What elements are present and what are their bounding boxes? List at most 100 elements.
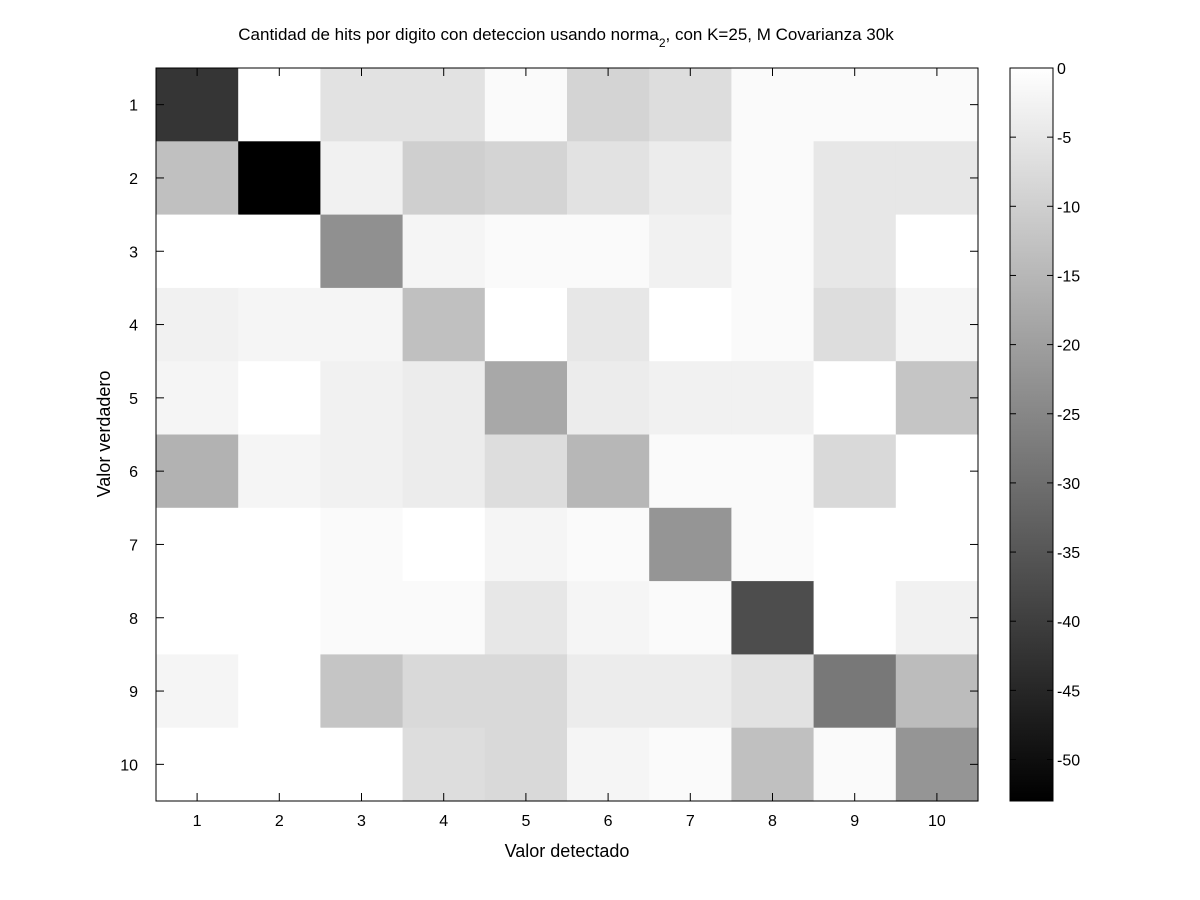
chart-title: Cantidad de hits por digito con deteccio… xyxy=(238,25,894,50)
heatmap-cell-r9-c1 xyxy=(156,654,239,729)
heatmap-cell-r2-c3 xyxy=(320,141,404,216)
heatmap-cell-r2-c1 xyxy=(156,141,239,216)
chart-title-subscript: 2 xyxy=(659,36,666,50)
heatmap-cell-r8-c8 xyxy=(731,581,815,655)
heatmap-cell-r10-c9 xyxy=(813,727,897,802)
heatmap-cell-r8-c4 xyxy=(402,581,486,655)
heatmap-cell-r10-c7 xyxy=(649,727,732,802)
heatmap-cell-r3-c10 xyxy=(895,214,979,289)
heatmap-cell-r4-c9 xyxy=(813,287,897,362)
y-tick-label-2: 2 xyxy=(129,171,138,188)
heatmap-cell-r5-c8 xyxy=(731,361,815,436)
heatmap-cell-r8-c10 xyxy=(895,581,979,655)
heatmap-cell-r9-c5 xyxy=(484,654,568,729)
heatmap-cell-r2-c2 xyxy=(238,141,321,216)
plot-ticks xyxy=(156,68,978,801)
colorbar xyxy=(1009,67,1054,802)
x-axis-label: Valor detectado xyxy=(505,841,630,861)
heatmap-cell-r4-c4 xyxy=(402,287,486,362)
heatmap-cell-r10-c3 xyxy=(320,727,404,802)
heatmap-cell-r6-c5 xyxy=(484,434,568,509)
y-axis-label: Valor verdadero xyxy=(94,371,114,498)
chart-title-rest: , con K=25, M Covarianza 30k xyxy=(666,25,895,44)
x-tick-label-8: 8 xyxy=(768,813,777,830)
heatmap-cell-r10-c1 xyxy=(156,727,239,802)
heatmap-cell-r2-c9 xyxy=(813,141,897,216)
y-tick-label-9: 9 xyxy=(129,684,138,701)
plot-frame xyxy=(155,67,979,802)
x-tick-label-10: 10 xyxy=(928,813,946,830)
heatmap-cell-r3-c8 xyxy=(731,214,815,289)
x-tick-label-1: 1 xyxy=(193,813,202,830)
heatmap-cell-r3-c1 xyxy=(156,214,239,289)
x-tick-label-3: 3 xyxy=(357,813,366,830)
y-tick-label-4: 4 xyxy=(129,318,138,335)
colorbar-tick-label-3: -15 xyxy=(1057,268,1080,285)
heatmap-cell-r6-c10 xyxy=(895,434,979,509)
heatmap-cell-r6-c8 xyxy=(731,434,815,509)
heatmap-cell-r7-c1 xyxy=(156,507,239,582)
heatmap-cell-r1-c6 xyxy=(567,68,650,142)
heatmap-cell-r9-c6 xyxy=(567,654,650,729)
heatmap-cell-r2-c5 xyxy=(484,141,568,216)
heatmap-cell-r8-c7 xyxy=(649,581,732,655)
heatmap-cell-r3-c9 xyxy=(813,214,897,289)
heatmap-cell-r5-c3 xyxy=(320,361,404,436)
heatmap-cell-r10-c4 xyxy=(402,727,486,802)
heatmap-cell-r8-c3 xyxy=(320,581,404,655)
heatmap-cell-r10-c5 xyxy=(484,727,568,802)
heatmap-cell-r7-c10 xyxy=(895,507,979,582)
colorbar-tick-label-7: -35 xyxy=(1057,545,1080,562)
x-tick-label-7: 7 xyxy=(686,813,695,830)
chart-title-main: Cantidad de hits por digito con deteccio… xyxy=(238,25,659,44)
x-tick-label-5: 5 xyxy=(521,813,530,830)
y-tick-label-5: 5 xyxy=(129,391,138,408)
heatmap-cell-r9-c4 xyxy=(402,654,486,729)
y-tick-label-10: 10 xyxy=(120,757,138,774)
heatmap-cell-r4-c3 xyxy=(320,287,404,362)
heatmap-cell-r3-c4 xyxy=(402,214,486,289)
heatmap-cell-r8-c2 xyxy=(238,581,321,655)
colorbar-tick-label-1: -5 xyxy=(1057,130,1071,147)
heatmap-cell-r2-c8 xyxy=(731,141,815,216)
heatmap-cell-r2-c10 xyxy=(895,141,979,216)
heatmap-cell-r9-c9 xyxy=(813,654,897,729)
heatmap-cell-r1-c5 xyxy=(484,68,568,142)
heatmap-cell-r8-c5 xyxy=(484,581,568,655)
heatmap-cell-r5-c1 xyxy=(156,361,239,436)
heatmap-cell-r2-c4 xyxy=(402,141,486,216)
heatmap-cell-r6-c6 xyxy=(567,434,650,509)
heatmap-cell-r7-c9 xyxy=(813,507,897,582)
heatmap-cell-r10-c8 xyxy=(731,727,815,802)
x-tick-label-4: 4 xyxy=(439,813,448,830)
heatmap-cell-r9-c7 xyxy=(649,654,732,729)
heatmap-cell-r7-c2 xyxy=(238,507,321,582)
colorbar-tick-label-8: -40 xyxy=(1057,614,1080,631)
heatmap-cells xyxy=(156,68,979,802)
heatmap-cell-r5-c4 xyxy=(402,361,486,436)
heatmap-cell-r7-c8 xyxy=(731,507,815,582)
heatmap-cell-r10-c6 xyxy=(567,727,650,802)
heatmap-cell-r8-c9 xyxy=(813,581,897,655)
heatmap-cell-r2-c7 xyxy=(649,141,732,216)
heatmap-cell-r1-c3 xyxy=(320,68,404,142)
heatmap-cell-r7-c5 xyxy=(484,507,568,582)
heatmap-cell-r4-c10 xyxy=(895,287,979,362)
heatmap-cell-r4-c7 xyxy=(649,287,732,362)
colorbar-tick-label-2: -10 xyxy=(1057,199,1080,216)
x-tick-label-9: 9 xyxy=(850,813,859,830)
heatmap-cell-r3-c6 xyxy=(567,214,650,289)
heatmap-cell-r10-c10 xyxy=(895,727,979,802)
heatmap-cell-r9-c2 xyxy=(238,654,321,729)
heatmap-cell-r6-c3 xyxy=(320,434,404,509)
heatmap-cell-r1-c9 xyxy=(813,68,897,142)
heatmap-cell-r3-c7 xyxy=(649,214,732,289)
heatmap-cell-r3-c3 xyxy=(320,214,404,289)
heatmap-cell-r7-c7 xyxy=(649,507,732,582)
heatmap-cell-r1-c2 xyxy=(238,68,321,142)
heatmap-cell-r5-c5 xyxy=(484,361,568,436)
heatmap-cell-r6-c1 xyxy=(156,434,239,509)
colorbar-tick-label-10: -50 xyxy=(1057,753,1080,770)
heatmap-cell-r6-c4 xyxy=(402,434,486,509)
x-tick-label-6: 6 xyxy=(604,813,613,830)
